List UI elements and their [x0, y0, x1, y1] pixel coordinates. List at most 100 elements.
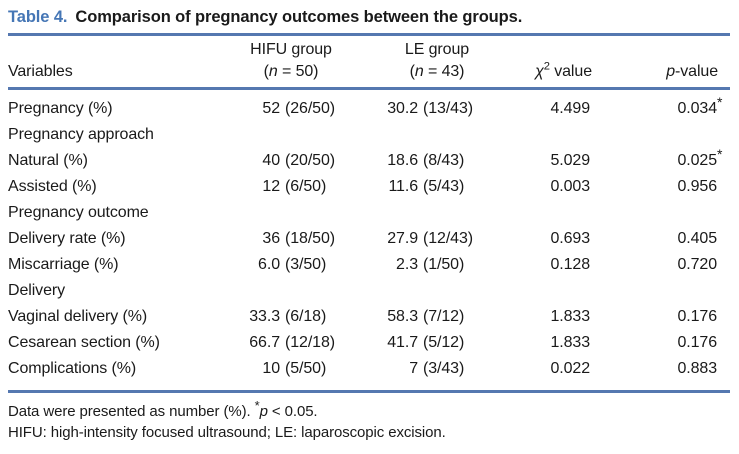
chi-square-cell: 5.029	[550, 152, 590, 169]
table-row: Delivery rate (%) 36 (18/50) 27.9 (12/43) …	[8, 226, 730, 252]
col-header-le-group: LE group (n = 43)	[362, 33, 482, 90]
hifu-cell: 33.3 (6/18)	[240, 304, 362, 330]
row-label: Natural (%)	[8, 152, 88, 169]
hifu-cell: 52 (26/50)	[240, 89, 362, 123]
hifu-fraction: (3/50)	[285, 256, 327, 273]
p-value-cell	[594, 200, 730, 226]
p-value-number: 0.883	[677, 360, 717, 377]
table-row: Cesarean section (%) 66.7 (12/18) 41.7 (5/…	[8, 330, 730, 356]
le-percent-value: 11.6	[388, 178, 418, 195]
table-row: Natural (%) 40 (20/50) 18.6 (8/43) 5.029 0…	[8, 145, 730, 174]
le-percent-value: 58.3	[387, 308, 418, 325]
p-value-cell	[594, 278, 730, 304]
p-value-cell: 0.176	[594, 304, 730, 330]
hifu-n-value: = 50)	[277, 63, 319, 80]
footnote-p-symbol: p	[259, 403, 268, 420]
hifu-fraction: (5/50)	[285, 360, 327, 377]
p-value-cell: 0.405	[594, 226, 730, 252]
le-percent-value: 27.9	[387, 230, 418, 247]
p-value-word: -value	[675, 63, 718, 80]
hifu-cell: 66.7 (12/18)	[240, 330, 362, 356]
le-cell: 11.6 (5/43)	[362, 174, 482, 200]
le-cell: 41.7 (5/12)	[362, 330, 482, 356]
table-row: Delivery	[8, 278, 730, 304]
table-row: Complications (%) 10 (5/50) 7 (3/43) 0.022…	[8, 356, 730, 393]
hifu-n-open: (	[263, 63, 269, 80]
chi-square-cell: 0.003	[550, 178, 590, 195]
col-header-hifu-group: HIFU group (n = 50)	[240, 33, 362, 90]
le-n-value: = 43)	[423, 63, 465, 80]
table-row: Miscarriage (%) 6.0 (3/50) 2.3 (1/50) 0.12…	[8, 252, 730, 278]
p-value-number: 0.405	[677, 230, 717, 247]
hifu-fraction: (6/50)	[285, 178, 327, 195]
le-cell: 7 (3/43)	[362, 356, 482, 393]
le-cell: 27.9 (12/43)	[362, 226, 482, 252]
le-cell	[362, 278, 482, 304]
chi-exponent: 2	[543, 60, 550, 73]
chi-symbol: χ	[535, 63, 544, 80]
hifu-cell: 6.0 (3/50)	[240, 252, 362, 278]
p-value-cell: 0.025*	[677, 145, 723, 169]
le-cell: 2.3 (1/50)	[362, 252, 482, 278]
p-value-cell: 0.176	[594, 330, 730, 356]
le-cell: 58.3 (7/12)	[362, 304, 482, 330]
hifu-percent-value: 12	[262, 178, 280, 195]
le-percent-value: 2.3	[396, 256, 418, 273]
col-header-variables: Variables	[8, 33, 240, 90]
table-footnotes: Data were presented as number (%). *p < …	[8, 398, 730, 443]
hifu-fraction: (18/50)	[285, 230, 335, 247]
chi-square-cell	[482, 122, 594, 148]
hifu-fraction: (12/18)	[285, 334, 335, 351]
p-value-cell: 0.034*	[677, 93, 723, 117]
footnote-asterisk: *	[254, 398, 260, 413]
hifu-percent-value: 66.7	[249, 334, 280, 351]
chi-square-cell: 1.833	[550, 308, 590, 325]
hifu-cell	[240, 122, 362, 148]
hifu-percent-value: 36	[262, 230, 280, 247]
row-label: Delivery rate (%)	[8, 230, 126, 247]
chi-value-word: value	[549, 63, 592, 80]
row-label: Pregnancy approach	[8, 126, 154, 143]
table-caption-label: Table 4.	[8, 8, 68, 26]
p-value-number: 0.956	[677, 178, 717, 195]
le-n-symbol: n	[414, 63, 424, 80]
chi-square-cell: 0.693	[550, 230, 590, 247]
p-value-cell: 0.720	[594, 252, 730, 278]
le-fraction: (12/43)	[423, 230, 473, 247]
row-label: Vaginal delivery (%)	[8, 308, 148, 325]
row-label: Assisted (%)	[8, 178, 97, 195]
le-fraction: (13/43)	[423, 100, 473, 117]
chi-square-cell	[482, 200, 594, 226]
hifu-cell	[240, 200, 362, 226]
footnote-threshold: < 0.05.	[267, 403, 318, 420]
le-cell: 30.2 (13/43)	[362, 89, 482, 123]
table-header: Variables HIFU group (n = 50) LE group (…	[8, 33, 730, 90]
le-percent-value: 18.6	[387, 152, 418, 169]
variables-header-label: Variables	[8, 63, 73, 80]
p-value-cell: 0.883	[594, 356, 730, 393]
row-label: Pregnancy (%)	[8, 100, 113, 117]
p-value-cell	[594, 122, 730, 148]
p-value-number: 0.034	[677, 100, 717, 117]
table-caption: Table 4. Comparison of pregnancy outcomes…	[8, 6, 730, 28]
p-symbol: p	[666, 63, 676, 80]
col-header-p-value: p-value	[594, 33, 730, 90]
chi-square-cell	[482, 278, 594, 304]
hifu-cell: 12 (6/50)	[240, 174, 362, 200]
table-row: Vaginal delivery (%) 33.3 (6/18) 58.3 (7/1…	[8, 304, 730, 330]
hifu-n-symbol: n	[268, 63, 278, 80]
le-cell	[362, 122, 482, 148]
le-group-n: (n = 43)	[392, 61, 482, 83]
p-value-number: 0.720	[677, 256, 717, 273]
footnote-line-2: HIFU: high-intensity focused ultrasound;…	[8, 424, 446, 441]
chi-square-cell: 1.833	[550, 334, 590, 351]
hifu-percent-value: 33.3	[249, 308, 280, 325]
hifu-group-n: (n = 50)	[240, 61, 342, 83]
hifu-fraction: (20/50)	[285, 152, 335, 169]
table-row: Assisted (%) 12 (6/50) 11.6 (5/43) 0.003 0…	[8, 174, 730, 200]
table-row: Pregnancy outcome	[8, 200, 730, 226]
le-cell	[362, 200, 482, 226]
p-value-number: 0.176	[677, 308, 717, 325]
row-label: Complications (%)	[8, 356, 240, 393]
hifu-fraction: (6/18)	[285, 308, 327, 325]
